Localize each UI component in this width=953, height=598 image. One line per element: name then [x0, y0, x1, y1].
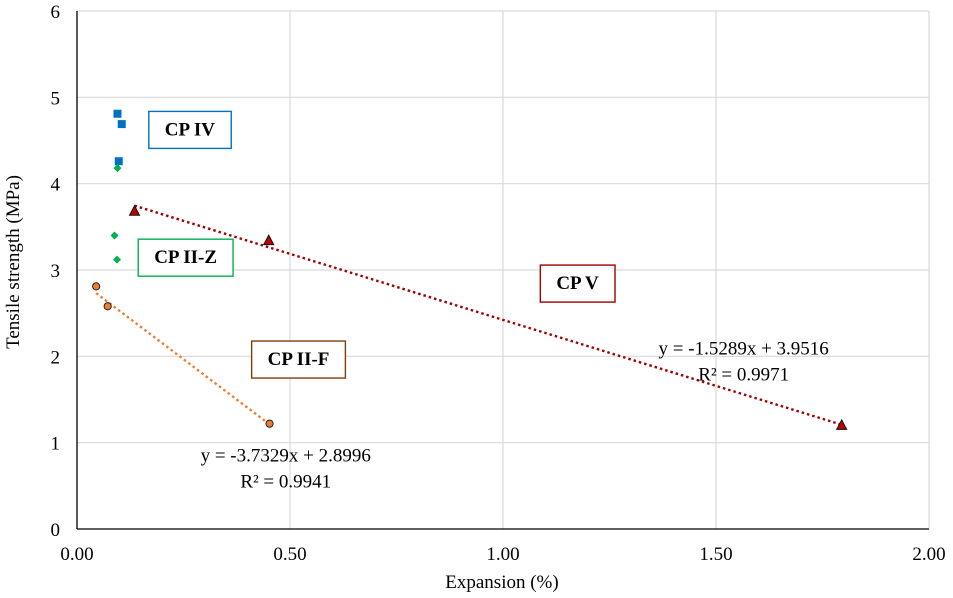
axes [76, 11, 929, 530]
label-cp-ii-z: CP II-Z [137, 238, 234, 277]
label-text-cp-ii-z: CP II-Z [154, 247, 217, 268]
trend-equations: y = -3.7329x + 2.8996 R² = 0.9941 y = -1.5… [201, 339, 829, 493]
x-axis-title: Expansion (%) [445, 572, 558, 593]
tick-labels: 0 1 2 3 4 5 6 0.00 0.50 1.00 1.50 2.00 [51, 2, 946, 565]
trend-equation-cp-v: y = -1.5289x + 3.9516 [659, 339, 829, 360]
y-tick-label: 2 [51, 347, 61, 368]
trendlines [95, 204, 843, 426]
point-cp-ii-f [92, 282, 101, 291]
y-tick-label: 3 [51, 261, 61, 282]
data-points [92, 109, 848, 430]
point-cp-ii-f [103, 302, 112, 311]
x-tick-label: 1.00 [486, 544, 519, 565]
trendline-cp-v [134, 204, 843, 426]
point-cp-ii-z [113, 255, 122, 264]
point-cp-iv [117, 120, 126, 129]
point-cp-v [262, 234, 275, 246]
trend-r2-cp-ii-f: R² = 0.9941 [240, 472, 331, 493]
label-box-cp-ii-z [137, 238, 234, 277]
point-cp-iv [113, 109, 122, 118]
y-axis-title: Tensile strength (MPa) [3, 175, 24, 349]
y-tick-label: 5 [51, 88, 61, 109]
point-cp-v [128, 204, 141, 216]
series-labels: CP IV CP II-Z CP II-F CP V [137, 110, 616, 379]
point-cp-v [835, 418, 848, 430]
y-tick-label: 1 [51, 434, 61, 455]
y-tick-label: 6 [51, 2, 61, 23]
label-cp-ii-f: CP II-F [250, 340, 347, 379]
x-tick-label: 2.00 [912, 544, 945, 565]
point-cp-ii-z [113, 164, 122, 173]
x-tick-label: 0.50 [273, 544, 306, 565]
label-text-cp-iv: CP IV [165, 119, 215, 140]
x-tick-label: 0.00 [60, 544, 93, 565]
point-cp-ii-z [110, 231, 119, 240]
label-cp-iv: CP IV [148, 110, 232, 150]
label-box-cp-ii-f [250, 340, 347, 379]
y-tick-label: 0 [51, 520, 61, 541]
y-tick-label: 4 [51, 175, 61, 196]
trend-equation-cp-ii-f: y = -3.7329x + 2.8996 [201, 446, 371, 467]
point-cp-ii-f [265, 419, 274, 428]
label-box-cp-v [539, 264, 616, 303]
point-cp-iv [114, 157, 123, 166]
label-box-cp-iv [148, 110, 232, 150]
label-text-cp-v: CP V [556, 273, 599, 294]
label-text-cp-ii-f: CP II-F [268, 349, 330, 370]
label-cp-v: CP V [539, 264, 616, 303]
trendline-cp-ii-f [95, 292, 271, 426]
trend-r2-cp-v: R² = 0.9971 [698, 365, 789, 386]
x-tick-label: 1.50 [699, 544, 732, 565]
